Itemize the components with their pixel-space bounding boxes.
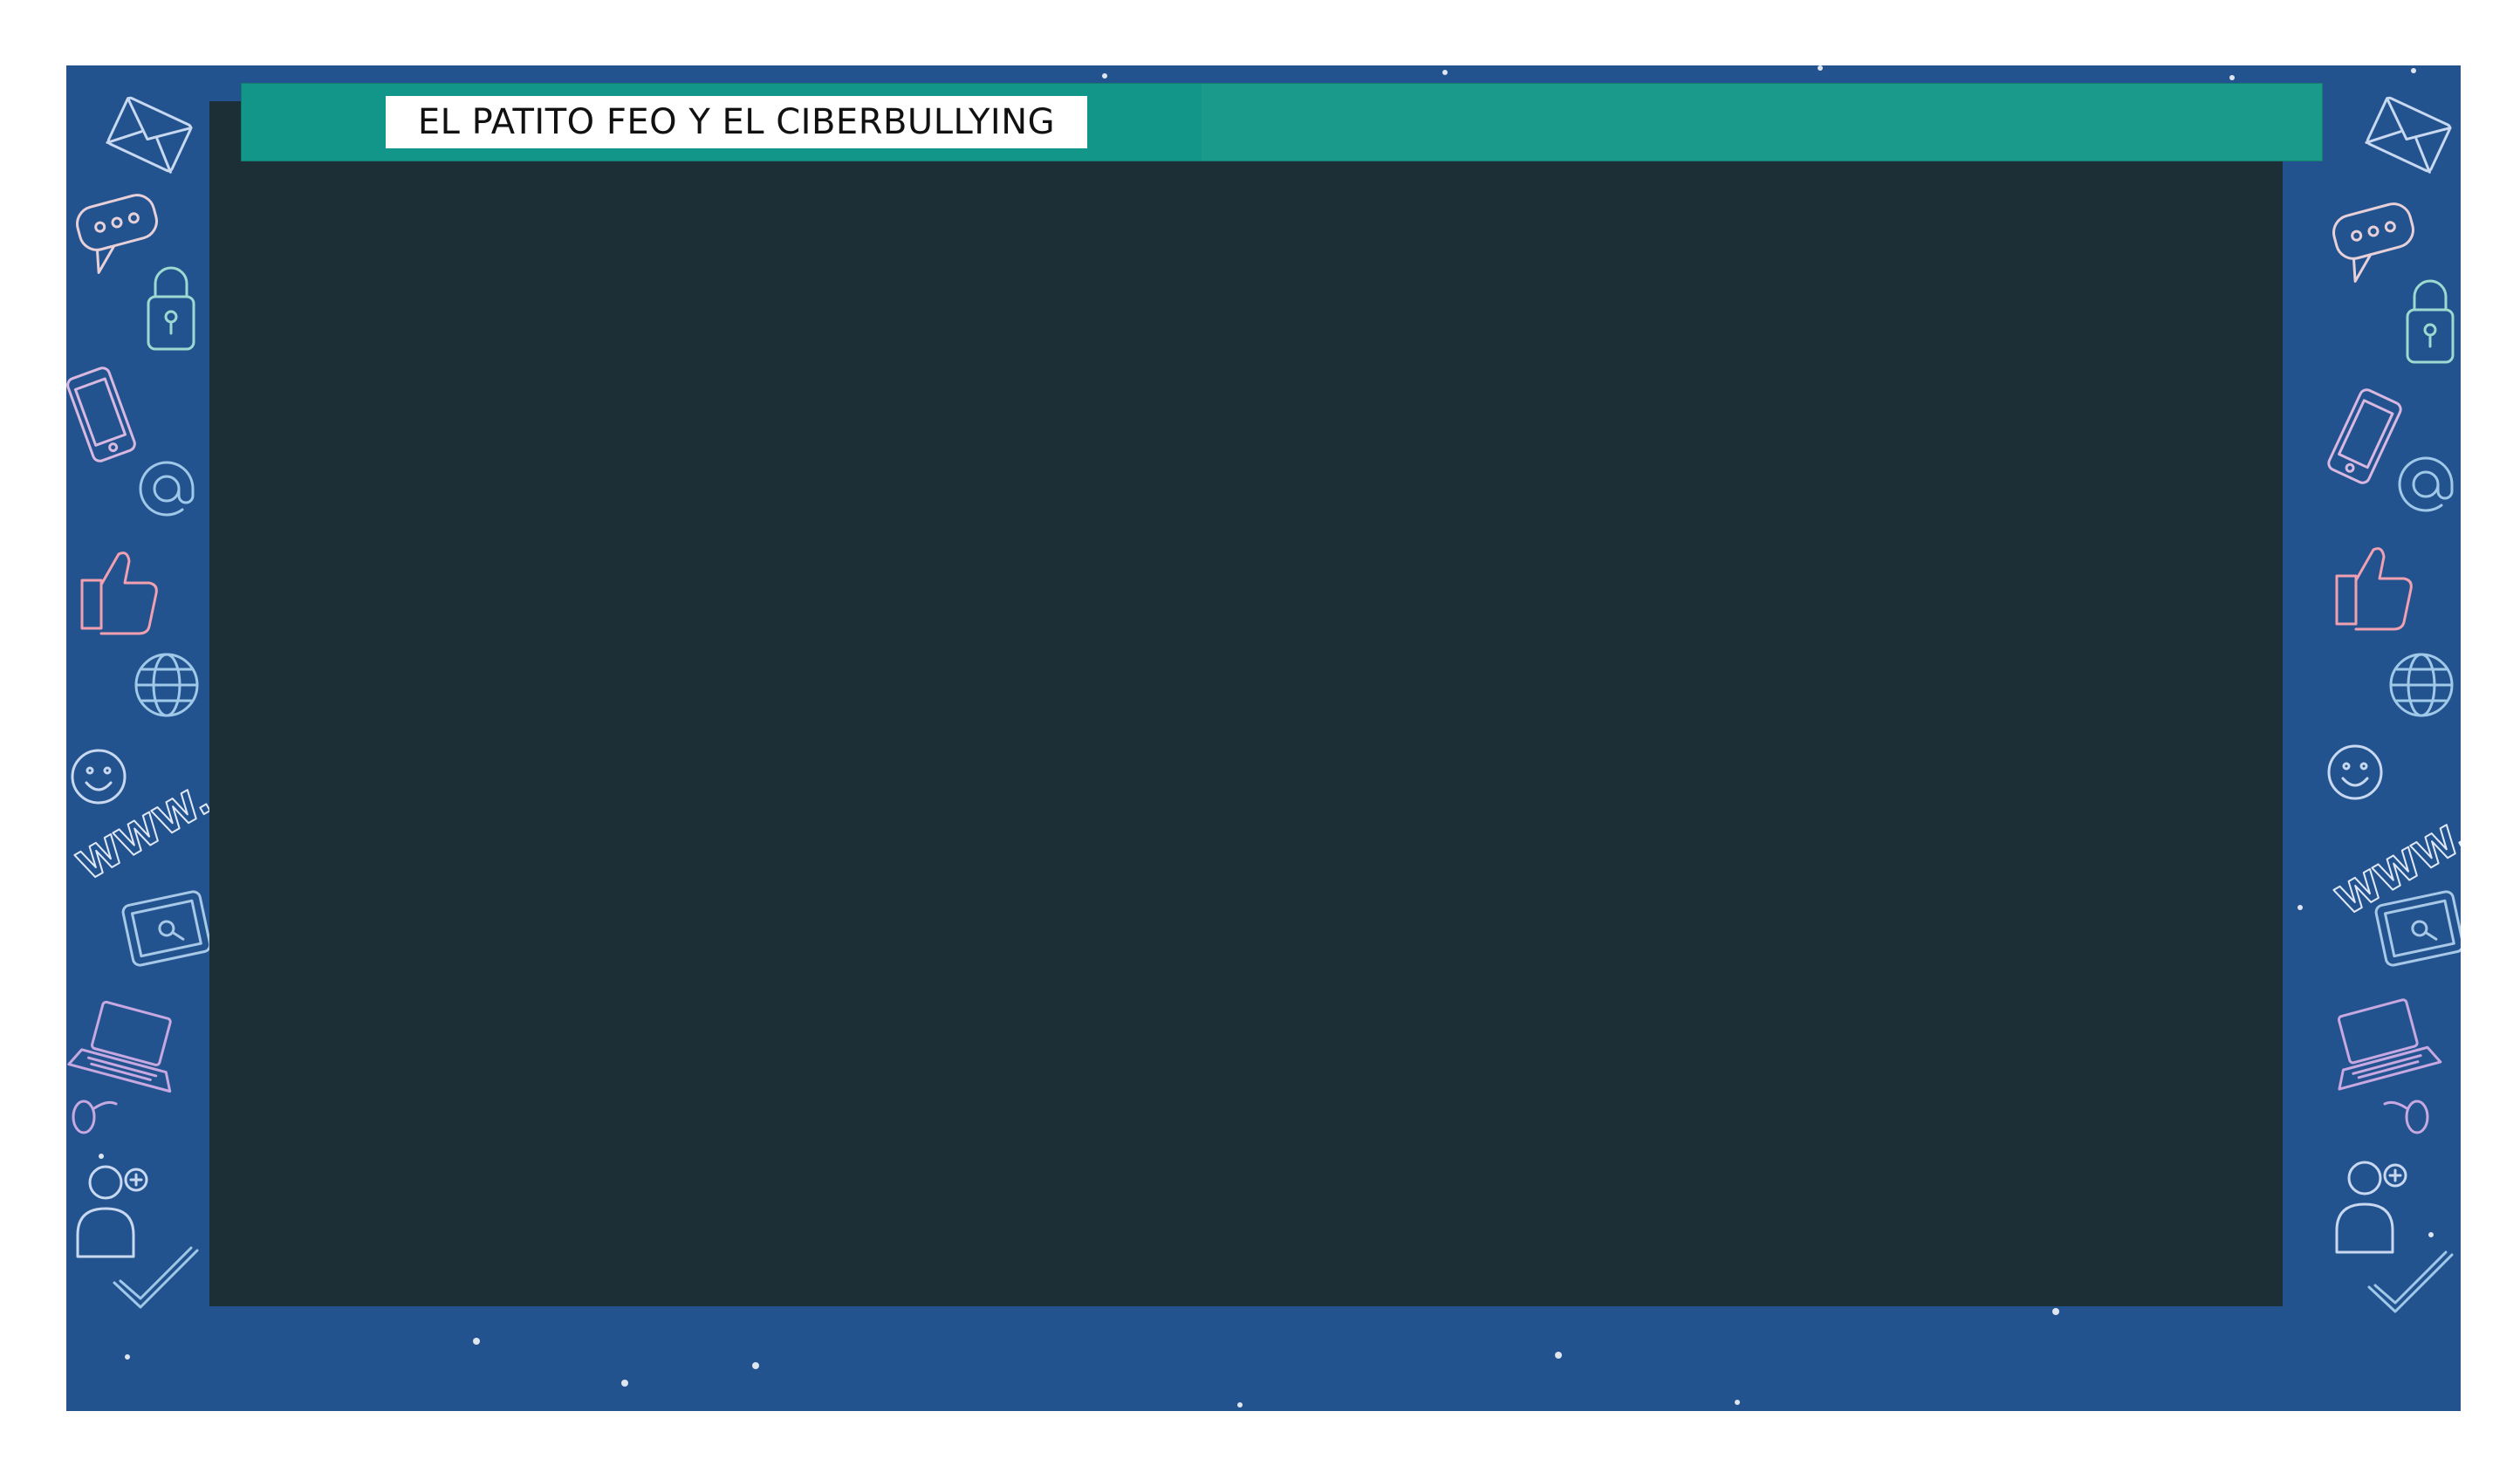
www-text-icon: WWW. [2328,810,2462,925]
globe-icon [134,653,199,717]
laptop-icon [67,1000,172,1093]
padlock-icon [147,266,195,351]
checkmark-icon [2367,1250,2454,1313]
laptop-icon [2337,998,2442,1091]
smartphone-icon [66,366,136,462]
checkmark-icon [113,1246,199,1309]
slide-title: EL PATITO FEO Y EL CIBERBULLYING [386,96,1087,148]
left-doodle-column: WWW. [66,96,211,1309]
user-icon [76,1165,148,1258]
video-content-area [209,101,2283,1306]
at-sign-icon [139,461,195,517]
user-icon [2335,1161,2407,1254]
globe-icon [2389,653,2454,717]
title-bar: EL PATITO FEO Y EL CIBERBULLYING [241,83,2323,161]
svg-text:WWW.: WWW. [70,776,211,889]
starfield [99,65,2434,1408]
padlock-icon [2406,279,2455,364]
smiley-icon [71,749,127,805]
envelope-icon [2365,96,2452,174]
slide-frame: WWW. [66,65,2461,1411]
chat-bubble-icon [2332,202,2414,283]
thumbs-up-icon [2335,547,2413,631]
at-sign-icon [2398,456,2454,512]
tablet-icon [121,890,210,967]
smiley-icon [2327,744,2383,800]
chat-bubble-icon [76,194,158,274]
svg-text:WWW.: WWW. [2329,811,2462,924]
smartphone-icon [2327,388,2402,484]
tablet-icon [2374,890,2461,967]
right-doodle-column: WWW. [2327,96,2462,1313]
www-text-icon: WWW. [69,775,211,890]
mouse-icon [2383,1100,2429,1134]
envelope-icon [106,96,193,174]
mouse-icon [72,1100,118,1134]
thumbs-up-icon [80,551,158,635]
